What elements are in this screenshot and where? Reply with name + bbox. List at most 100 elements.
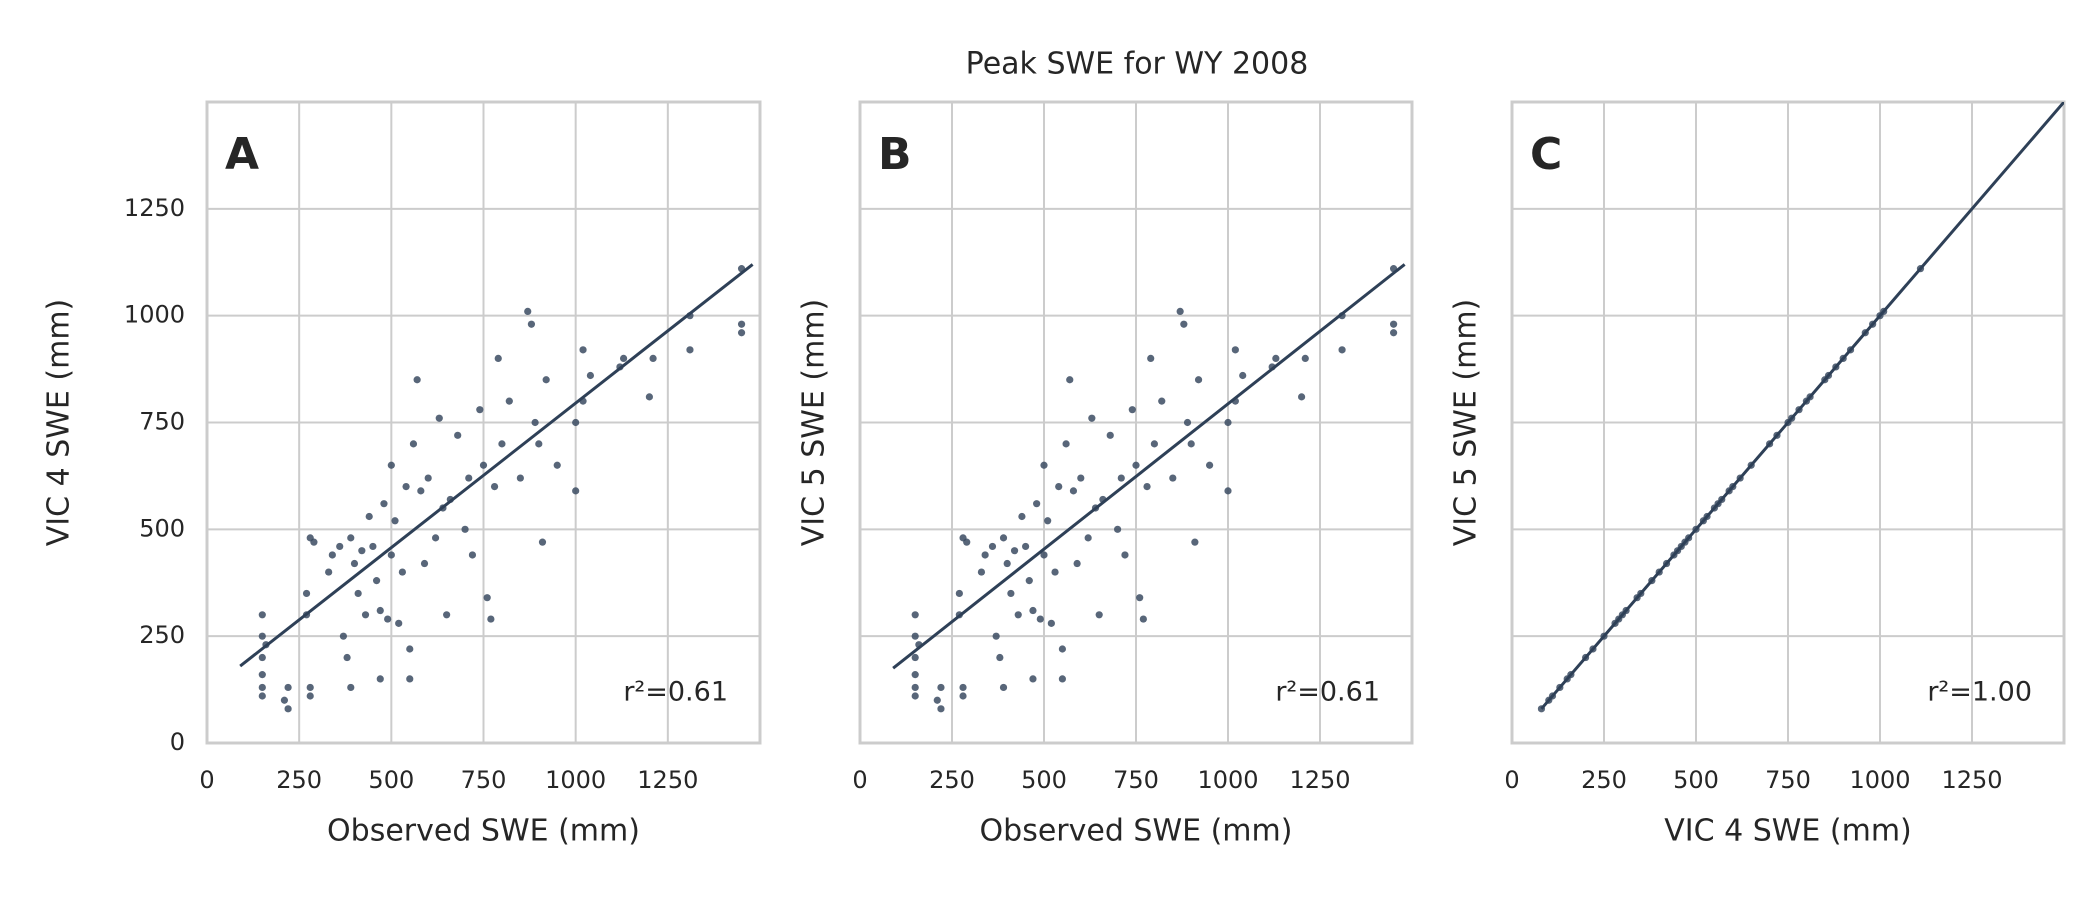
point [996, 653, 1004, 662]
point [387, 461, 395, 469]
point [911, 671, 919, 679]
point [553, 461, 561, 469]
point [420, 559, 429, 568]
x-tick-label: 250 [1581, 766, 1627, 794]
point [302, 589, 311, 598]
point [343, 653, 351, 662]
point [306, 683, 314, 692]
point [498, 440, 506, 448]
x-tick-label: 1000 [545, 766, 606, 794]
point [406, 675, 414, 683]
x-tick-label: 750 [1765, 766, 1811, 794]
point [1191, 538, 1199, 546]
y-axis-label: VIC 4 SWE (mm) [42, 299, 77, 547]
point [1073, 559, 1081, 568]
y-axis-label: VIC 5 SWE (mm) [797, 299, 832, 547]
panel-label: B [878, 129, 912, 180]
point [1121, 551, 1129, 559]
x-tick-label: 500 [1673, 766, 1719, 794]
point [531, 418, 539, 427]
point [1139, 615, 1147, 623]
point [1084, 534, 1092, 542]
point [490, 483, 499, 491]
point [372, 577, 381, 585]
point [572, 418, 580, 427]
point [1047, 619, 1055, 627]
point [619, 354, 628, 362]
point [586, 371, 595, 380]
point [258, 611, 266, 619]
annotation: r²=1.00 [1927, 677, 2032, 708]
point [911, 653, 919, 662]
point [1018, 512, 1026, 521]
point [310, 538, 318, 546]
point [911, 632, 919, 640]
point [1058, 645, 1066, 653]
point [306, 692, 314, 700]
point [1003, 559, 1011, 568]
point [1114, 525, 1122, 533]
point [350, 559, 359, 568]
point [465, 474, 473, 482]
point [398, 568, 406, 576]
point [649, 354, 657, 362]
x-tick-label: 0 [852, 766, 867, 794]
point [284, 705, 292, 713]
point [487, 615, 495, 623]
point [1150, 440, 1158, 448]
point [516, 474, 524, 482]
point [959, 692, 967, 700]
point [1390, 320, 1398, 328]
y-tick-label: 250 [139, 621, 185, 649]
point [1029, 675, 1037, 683]
fit-line [892, 263, 1406, 670]
point [579, 346, 587, 354]
point [258, 683, 266, 692]
point [686, 346, 694, 354]
point [1390, 329, 1398, 337]
point [376, 606, 384, 615]
point [977, 568, 986, 576]
point [1055, 483, 1063, 491]
x-tick-label: 1000 [1197, 766, 1258, 794]
point [1132, 461, 1140, 469]
point [406, 645, 414, 653]
point [325, 568, 333, 576]
point [328, 551, 336, 559]
point [339, 632, 348, 640]
point [1036, 615, 1044, 623]
panel-label: A [225, 129, 259, 180]
point [435, 414, 443, 422]
plot-frame [1510, 100, 2066, 745]
x-tick-label: 500 [368, 766, 414, 794]
point [387, 551, 395, 559]
point [369, 542, 377, 551]
point [1040, 551, 1048, 559]
point [280, 696, 289, 704]
point [1062, 440, 1070, 448]
point [1206, 461, 1214, 469]
point [1007, 589, 1015, 598]
point [1231, 346, 1239, 354]
point [1069, 487, 1078, 495]
x-axis-label: VIC 4 SWE (mm) [1664, 814, 1912, 849]
x-tick-label: 250 [276, 766, 322, 794]
point [1143, 483, 1151, 491]
point [1025, 577, 1033, 585]
point [1106, 431, 1114, 439]
point [937, 705, 945, 713]
point [1176, 307, 1184, 315]
point [1301, 354, 1309, 362]
point [1088, 414, 1096, 422]
y-axis-label: VIC 5 SWE (mm) [1449, 299, 1484, 547]
point [258, 671, 266, 679]
point [959, 683, 967, 692]
point [1224, 418, 1232, 427]
point [645, 393, 654, 401]
point [1010, 547, 1019, 555]
point [1066, 376, 1074, 384]
point [424, 474, 432, 482]
point [992, 632, 1000, 640]
point [1169, 474, 1177, 482]
point [347, 534, 355, 542]
